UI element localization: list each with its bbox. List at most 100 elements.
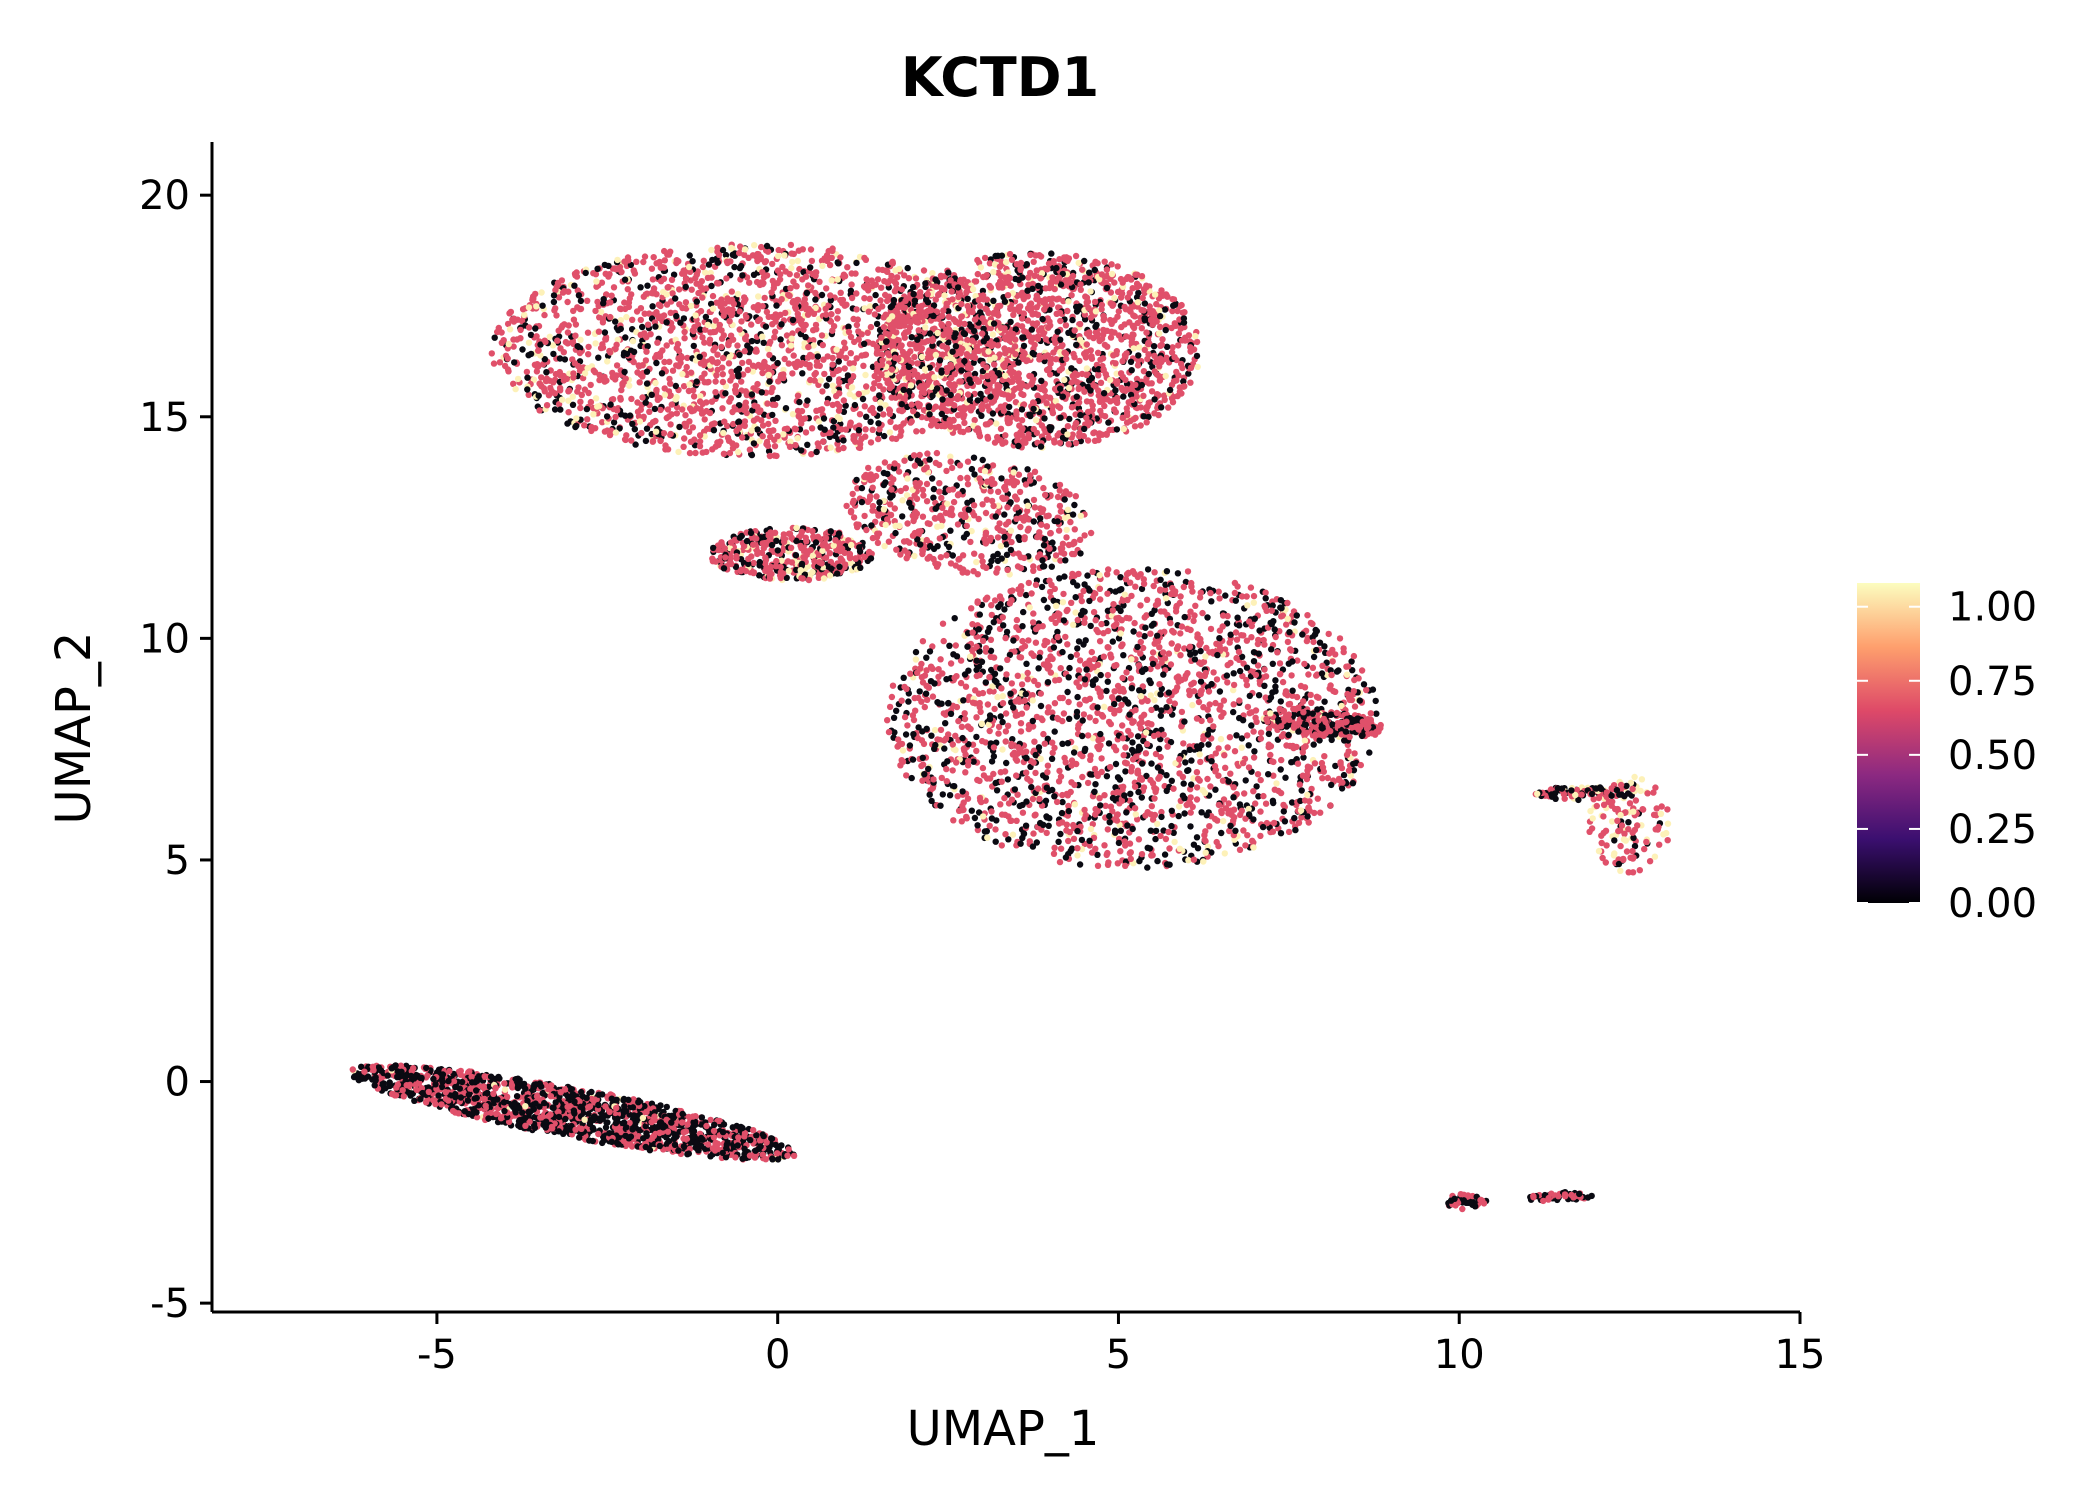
scatter-point — [643, 348, 650, 355]
scatter-point — [754, 426, 761, 433]
scatter-point — [1027, 373, 1035, 380]
scatter-point — [965, 426, 972, 433]
scatter-point — [571, 282, 578, 289]
scatter-point — [913, 318, 920, 326]
scatter-point — [845, 328, 853, 336]
scatter-point — [725, 306, 732, 313]
scatter-point — [1162, 326, 1169, 334]
scatter-point — [828, 565, 835, 572]
scatter-point — [1017, 428, 1025, 436]
scatter-point — [585, 343, 592, 351]
scatter-point — [566, 387, 573, 394]
scatter-point — [574, 343, 581, 350]
scatter-point — [800, 354, 807, 362]
scatter-point — [871, 311, 878, 318]
scatter-point — [821, 370, 828, 378]
scatter-point — [696, 353, 703, 360]
scatter-point — [668, 276, 676, 283]
scatter-point — [622, 375, 629, 382]
scatter-point — [778, 342, 786, 349]
scatter-point — [1134, 319, 1141, 327]
scatter-point — [665, 251, 673, 258]
scatter-point — [987, 488, 994, 495]
scatter-point — [709, 446, 716, 453]
scatter-point — [926, 347, 933, 354]
scatter-point — [938, 369, 945, 376]
scatter-point — [943, 467, 950, 475]
scatter-point — [748, 451, 756, 459]
scatter-point — [901, 457, 908, 464]
scatter-point — [621, 299, 628, 306]
scatter-point — [678, 353, 685, 360]
scatter-point — [909, 512, 916, 519]
scatter-point — [932, 505, 939, 512]
scatter-point — [658, 370, 666, 377]
scatter-point — [882, 311, 889, 318]
scatter-point — [887, 418, 894, 425]
scatter-point — [1168, 381, 1176, 389]
scatter-point — [1076, 357, 1083, 365]
scatter-point — [1001, 360, 1009, 367]
scatter-point — [817, 377, 824, 384]
scatter-point — [660, 430, 668, 437]
scatter-point — [904, 350, 912, 358]
scatter-point — [901, 396, 908, 403]
scatter-point — [991, 480, 998, 487]
scatter-point — [853, 476, 860, 484]
scatter-point — [1101, 413, 1109, 420]
scatter-point — [947, 382, 955, 389]
scatter-point — [614, 256, 621, 264]
scatter-point — [841, 339, 848, 346]
scatter-point — [702, 326, 709, 333]
scatter-point — [730, 420, 737, 428]
scatter-point — [739, 434, 746, 441]
scatter-point — [1061, 496, 1068, 503]
scatter-point — [792, 305, 800, 312]
scatter-point — [899, 497, 906, 504]
scatter-point — [729, 373, 736, 380]
scatter-point — [565, 409, 572, 416]
scatter-point — [882, 479, 889, 486]
scatter-point — [739, 359, 746, 367]
scatter-point — [608, 292, 615, 299]
scatter-point — [708, 246, 715, 254]
scatter-point — [1064, 431, 1071, 438]
scatter-point — [1063, 534, 1070, 541]
scatter-point — [804, 354, 812, 361]
scatter-point — [794, 310, 801, 318]
scatter-point — [936, 488, 943, 495]
scatter-point — [995, 281, 1002, 288]
scatter-point — [736, 534, 744, 541]
scatter-point — [932, 283, 940, 290]
scatter-point — [987, 534, 995, 542]
scatter-point — [843, 502, 850, 510]
scatter-point — [866, 295, 873, 302]
scatter-point — [543, 369, 550, 376]
scatter-point — [675, 448, 682, 456]
scatter-point — [1013, 496, 1020, 503]
scatter-point — [537, 341, 544, 348]
scatter-point — [805, 343, 812, 351]
scatter-point — [810, 327, 817, 334]
scatter-point — [1056, 502, 1064, 510]
scatter-point — [835, 446, 842, 453]
scatter-point — [704, 321, 711, 328]
scatter-point — [951, 402, 958, 409]
scatter-point — [913, 428, 920, 435]
scatter-point — [715, 280, 722, 287]
scatter-point — [853, 306, 860, 313]
scatter-point — [624, 286, 631, 293]
scatter-point — [780, 374, 787, 382]
scatter-point — [1040, 484, 1047, 492]
scatter-point — [555, 401, 563, 408]
scatter-point — [695, 289, 702, 297]
scatter-point — [977, 264, 985, 271]
scatter-point — [1181, 383, 1188, 390]
scatter-point — [861, 553, 868, 561]
scatter-point — [759, 333, 766, 340]
scatter-point — [1111, 294, 1118, 302]
scatter-point — [964, 391, 972, 398]
scatter-point — [639, 373, 646, 380]
scatter-point — [876, 392, 883, 399]
